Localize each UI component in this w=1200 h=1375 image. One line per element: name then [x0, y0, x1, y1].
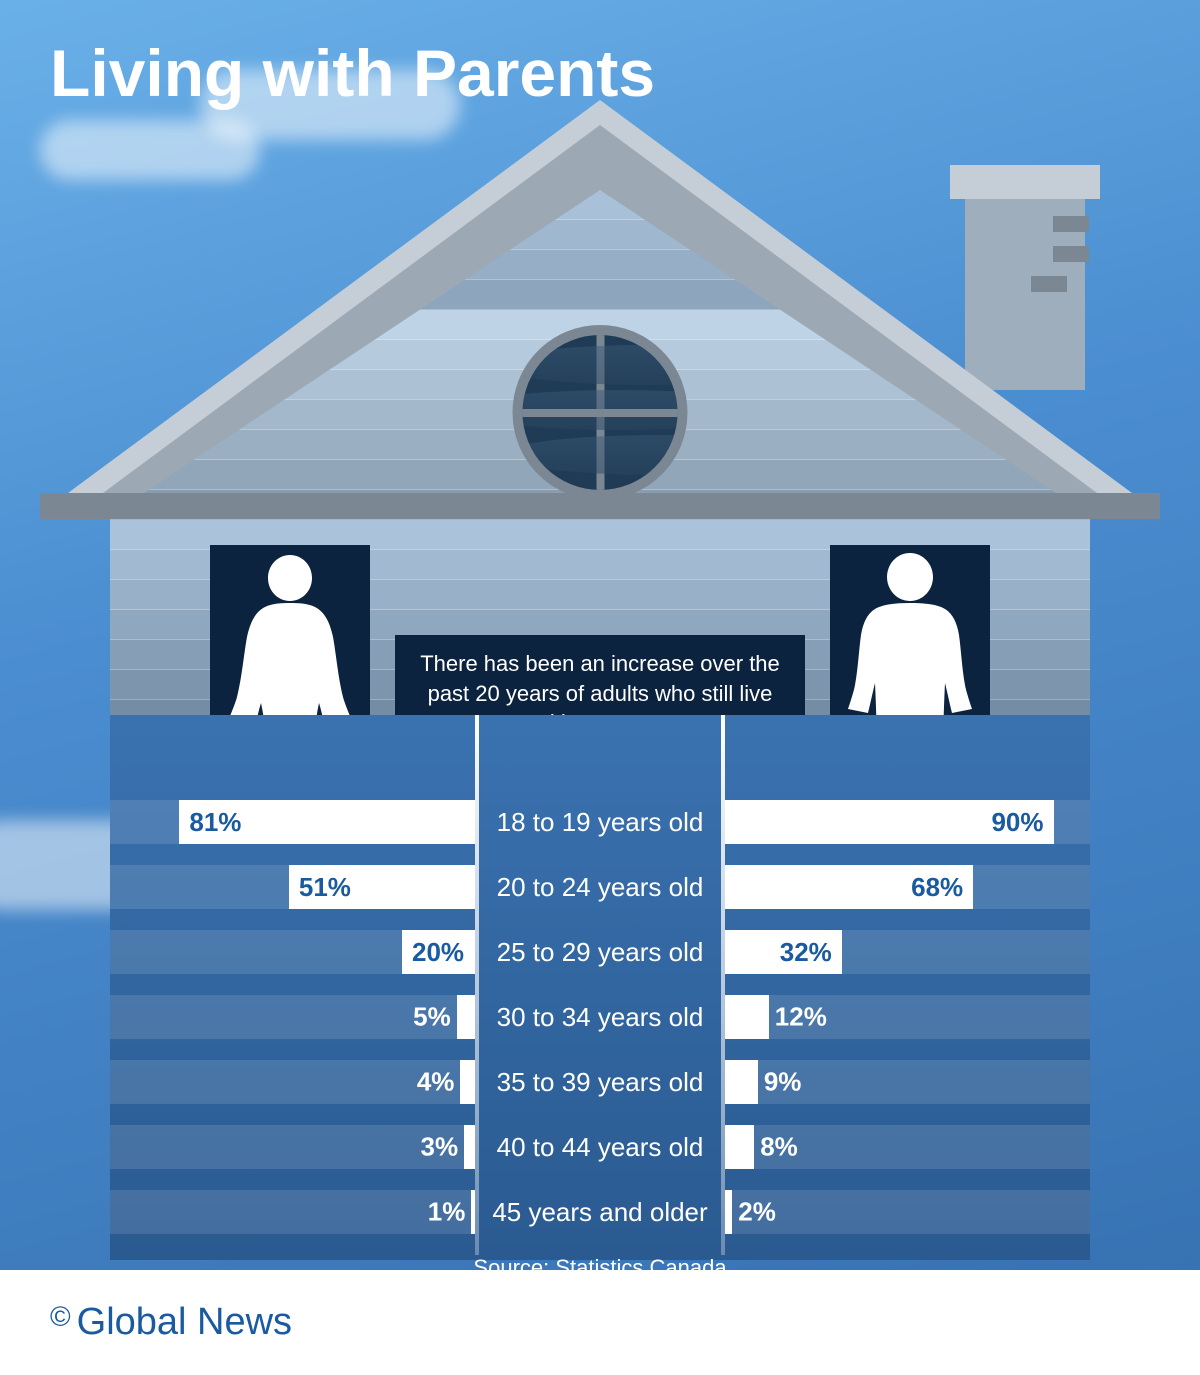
chart-row: 3% 40 to 44 years old 8%: [110, 1125, 1090, 1169]
footer: ©Global News: [0, 1270, 1200, 1375]
brand-name: Global News: [77, 1301, 292, 1343]
female-bar-cell: 1%: [110, 1190, 475, 1234]
male-bar-value: 12%: [769, 1002, 837, 1033]
male-bar-value: 9%: [758, 1067, 812, 1098]
male-bar-cell: 90%: [725, 800, 1090, 844]
female-bar-cell: 81%: [110, 800, 475, 844]
female-bar-value: 81%: [179, 807, 251, 838]
footer-brand: ©Global News: [50, 1301, 292, 1344]
house-graphic: 14% 16% There has been an increase over …: [50, 100, 1150, 1250]
female-bar-value: 3%: [410, 1132, 464, 1163]
female-bar-cell: 20%: [110, 930, 475, 974]
male-bar-value: 68%: [901, 872, 973, 903]
female-bar-value: 4%: [407, 1067, 461, 1098]
female-bar-value: 1%: [418, 1197, 472, 1228]
chart-row: 4% 35 to 39 years old 9%: [110, 1060, 1090, 1104]
male-bar-value: 90%: [981, 807, 1053, 838]
chart-row: 5% 30 to 34 years old 12%: [110, 995, 1090, 1039]
page-title: Living with Parents: [50, 35, 655, 111]
male-bar-cell: 68%: [725, 865, 1090, 909]
female-bar-value: 20%: [402, 937, 474, 968]
male-bar-cell: 12%: [725, 995, 1090, 1039]
age-label: 35 to 39 years old: [475, 1067, 725, 1098]
female-bar-value: 5%: [403, 1002, 457, 1033]
age-label: 30 to 34 years old: [475, 1002, 725, 1033]
copyright-icon: ©: [50, 1301, 71, 1332]
male-bar-value: 32%: [770, 937, 842, 968]
male-bar-cell: 9%: [725, 1060, 1090, 1104]
bar-chart: 81% 18 to 19 years old 90% 51% 20 to 24 year…: [110, 800, 1090, 1255]
age-label: 18 to 19 years old: [475, 807, 725, 838]
male-bar-cell: 2%: [725, 1190, 1090, 1234]
female-bar-value: 51%: [289, 872, 361, 903]
age-label: 25 to 29 years old: [475, 937, 725, 968]
chart-row: 20%25 to 29 years old 32%: [110, 930, 1090, 974]
female-bar-cell: 4%: [110, 1060, 475, 1104]
male-bar-cell: 8%: [725, 1125, 1090, 1169]
female-bar-cell: 51%: [110, 865, 475, 909]
female-bar-cell: 5%: [110, 995, 475, 1039]
age-label: 20 to 24 years old: [475, 872, 725, 903]
male-bar-value: 2%: [732, 1197, 786, 1228]
male-bar-value: 8%: [754, 1132, 808, 1163]
chart-row: 51% 20 to 24 years old 68%: [110, 865, 1090, 909]
age-label: 45 years and older: [475, 1197, 725, 1228]
chart-row: 1%45 years and older2%: [110, 1190, 1090, 1234]
age-label: 40 to 44 years old: [475, 1132, 725, 1163]
chart-divider-left: [475, 715, 479, 1255]
chart-row: 81% 18 to 19 years old 90%: [110, 800, 1090, 844]
female-bar-cell: 3%: [110, 1125, 475, 1169]
round-window-icon: [513, 325, 688, 500]
male-bar-cell: 32%: [725, 930, 1090, 974]
chart-divider-right: [721, 715, 725, 1255]
